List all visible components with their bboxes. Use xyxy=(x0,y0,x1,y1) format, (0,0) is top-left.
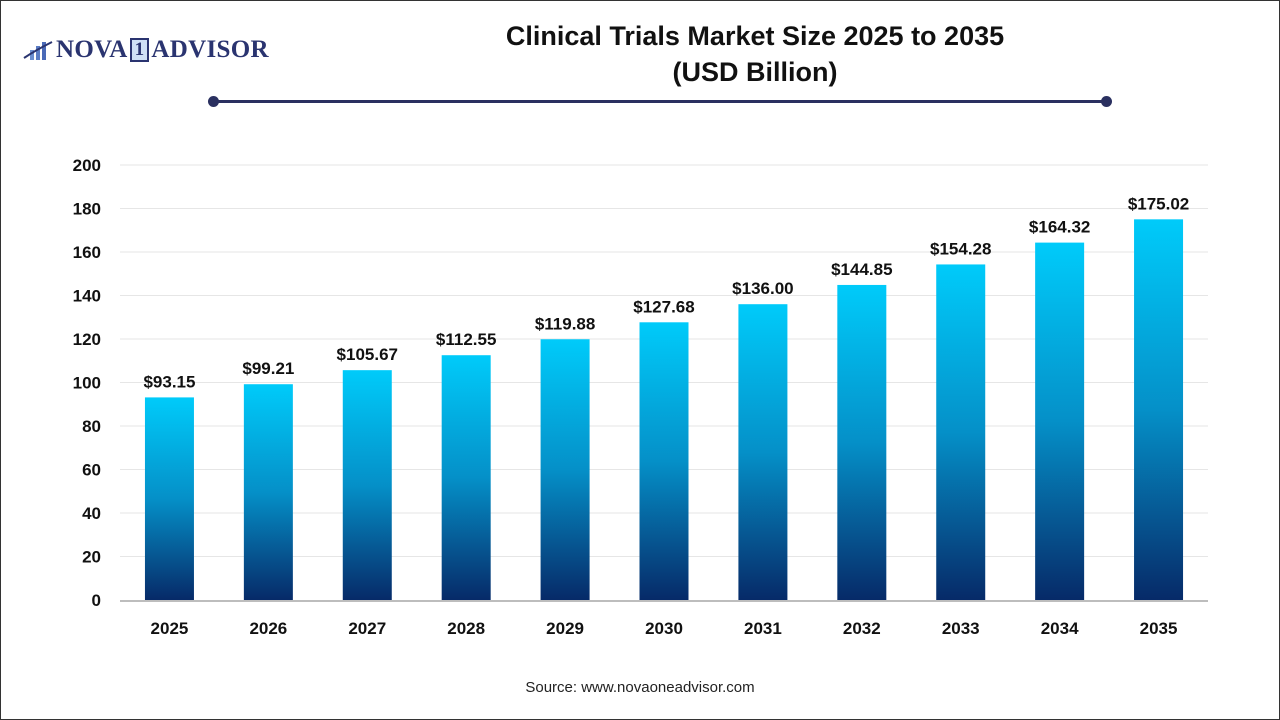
bar-2027 xyxy=(342,370,392,600)
title-line-2: (USD Billion) xyxy=(672,57,838,87)
y-tick-label: 60 xyxy=(82,461,101,480)
data-label: $175.02 xyxy=(1128,194,1189,213)
y-tick-label: 80 xyxy=(82,417,101,436)
x-tick-label: 2034 xyxy=(1041,619,1079,638)
x-tick-label: 2033 xyxy=(942,619,980,638)
data-label: $127.68 xyxy=(633,297,694,316)
chart-title: Clinical Trials Market Size 2025 to 2035… xyxy=(455,18,1055,90)
y-tick-label: 40 xyxy=(82,504,101,523)
x-tick-label: 2025 xyxy=(151,619,189,638)
bar-2031 xyxy=(738,304,788,600)
y-tick-label: 140 xyxy=(73,287,101,306)
y-tick-label: 100 xyxy=(73,374,101,393)
data-label: $144.85 xyxy=(831,260,892,279)
bar-2029 xyxy=(540,339,590,600)
data-label: $93.15 xyxy=(143,372,195,391)
bar-2032 xyxy=(837,284,887,600)
x-tick-label: 2029 xyxy=(546,619,584,638)
data-label: $154.28 xyxy=(930,239,991,258)
y-tick-label: 0 xyxy=(92,591,101,610)
y-tick-label: 200 xyxy=(73,156,101,175)
logo: NOVA 1 ADVISOR xyxy=(22,36,269,64)
bar-2035 xyxy=(1134,219,1184,601)
x-tick-label: 2031 xyxy=(744,619,782,638)
bar-2034 xyxy=(1035,242,1085,600)
data-label: $112.55 xyxy=(436,330,497,349)
x-tick-label: 2035 xyxy=(1140,619,1178,638)
title-line-1: Clinical Trials Market Size 2025 to 2035 xyxy=(505,21,1005,51)
data-label: $119.88 xyxy=(535,314,596,333)
bar-2033 xyxy=(936,264,986,600)
y-tick-label: 20 xyxy=(82,548,101,567)
data-label: $136.00 xyxy=(732,279,793,298)
x-tick-label: 2032 xyxy=(843,619,881,638)
divider-dot-left xyxy=(208,96,219,107)
bar-chart-logo-icon xyxy=(23,41,53,60)
bar-2030 xyxy=(639,322,689,600)
bar-2026 xyxy=(243,384,293,600)
x-tick-label: 2028 xyxy=(447,619,485,638)
y-tick-label: 160 xyxy=(73,243,101,262)
bar-2025 xyxy=(144,397,194,600)
data-label: $164.32 xyxy=(1029,218,1090,237)
x-tick-label: 2026 xyxy=(249,619,287,638)
x-tick-label: 2030 xyxy=(645,619,683,638)
divider-dot-right xyxy=(1101,96,1112,107)
data-label: $105.67 xyxy=(337,345,398,364)
bar-2028 xyxy=(441,355,491,600)
source-text: Source: www.novaoneadvisor.com xyxy=(525,679,755,696)
x-tick-label: 2027 xyxy=(348,619,386,638)
data-label: $99.21 xyxy=(242,359,294,378)
y-tick-label: 180 xyxy=(73,200,101,219)
title-divider xyxy=(213,100,1106,103)
y-tick-label: 120 xyxy=(73,330,101,349)
